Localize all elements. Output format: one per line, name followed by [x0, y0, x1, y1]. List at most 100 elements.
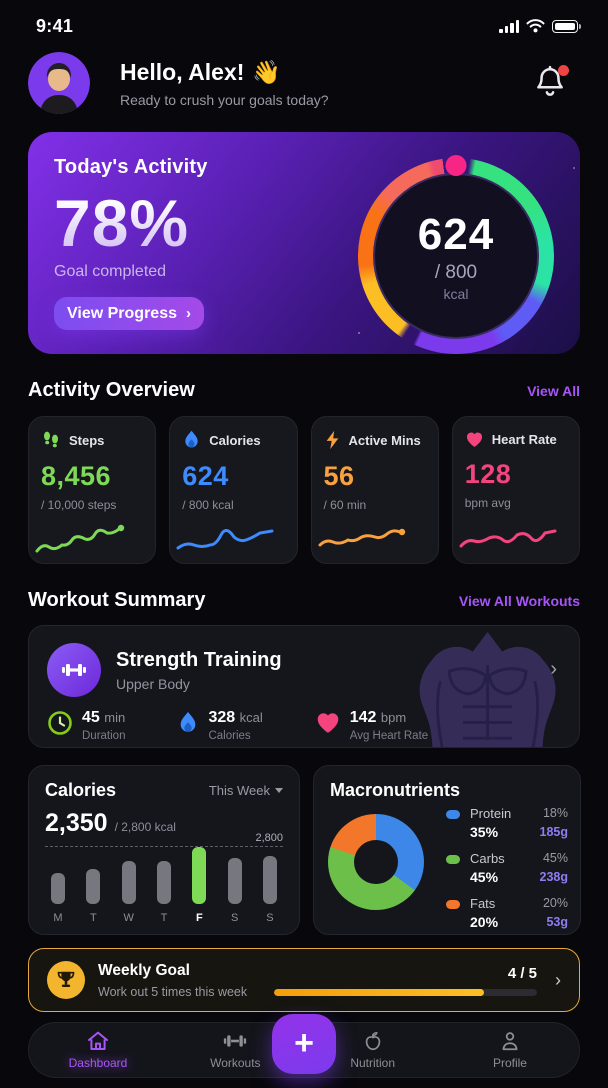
clock-time: 9:41: [36, 15, 74, 36]
avatar[interactable]: [28, 52, 90, 114]
heart-rate-unit: bpm avg: [464, 496, 511, 510]
workout-card[interactable]: Strength Training Upper Body › 45 min Du…: [28, 625, 580, 748]
calorie-bar: [227, 857, 242, 904]
calories-panel-title: Calories: [45, 780, 117, 800]
nav-profile[interactable]: Profile: [475, 1030, 545, 1070]
legend-row-fats: Fats 20% 20% 53g: [446, 896, 568, 930]
goal-percentage: 78%: [54, 185, 344, 261]
heart-rate-sparkline: [459, 529, 557, 548]
duration-stat: 45 min Duration: [47, 710, 125, 743]
macro-legend: Protein 35% 18% 185g Carbs 45% 45: [446, 806, 568, 941]
calories-target: / 800 kcal: [182, 498, 234, 512]
flame-icon: [185, 430, 198, 448]
ring-calories-target: / 800: [434, 262, 478, 283]
calories-sparkline: [176, 529, 274, 550]
calories-card[interactable]: Calories 624 / 800 kcal: [169, 416, 298, 564]
active-mins-card[interactable]: Active Mins 56 / 60 min: [310, 416, 439, 564]
goal-progress-fill: [274, 988, 485, 996]
cellular-signal-icon: [499, 19, 519, 33]
chevron-right-icon[interactable]: ›: [550, 658, 557, 680]
apple-icon: [365, 1032, 380, 1051]
calories-week-target: / 2,800 kcal: [114, 820, 176, 834]
protein-swatch: [446, 810, 460, 819]
workout-summary-title: Workout Summary: [28, 589, 206, 611]
weekly-goal-card[interactable]: Weekly Goal Work out 5 times this week 4…: [28, 948, 580, 1012]
star-decorations: [28, 132, 30, 134]
trophy-badge: [47, 961, 85, 999]
hero-title: Today's Activity: [54, 156, 208, 178]
nav-dashboard[interactable]: Dashboard: [63, 1030, 133, 1070]
heart-rate-stat: 142 bpm Avg Heart Rate: [315, 710, 428, 743]
day-label: S: [266, 912, 274, 924]
torso-illustration: [419, 631, 556, 747]
fats-swatch: [446, 900, 460, 909]
period-dropdown[interactable]: This Week: [209, 783, 283, 798]
goal-progress-count: 4 / 5: [507, 964, 537, 982]
heart-rate-value: 128: [464, 459, 512, 489]
person-icon: [502, 1032, 518, 1051]
nav-workouts[interactable]: Workouts: [200, 1030, 270, 1070]
bell-icon: [537, 65, 563, 96]
footprints-icon: [44, 431, 58, 448]
ring-marker-dot: [445, 155, 467, 176]
dumbbell-badge: [47, 643, 101, 697]
chevron-right-icon[interactable]: ›: [555, 969, 561, 990]
ring-calories-value: 624: [417, 210, 495, 259]
active-mins-value: 56: [323, 461, 355, 491]
steps-sparkline: [35, 524, 125, 553]
workout-name: Strength Training: [116, 648, 282, 671]
greeting-subtitle: Ready to crush your goals today?: [120, 91, 329, 108]
add-button[interactable]: +: [272, 1014, 336, 1074]
view-progress-button[interactable]: View Progress ›: [54, 297, 204, 330]
notifications-button[interactable]: [534, 65, 569, 101]
dumbbell-icon: [62, 664, 86, 676]
goal-caption: Goal completed: [54, 263, 167, 280]
calorie-bar-chart: [45, 846, 283, 904]
day-label: F: [195, 912, 203, 924]
bolt-icon: [326, 430, 338, 450]
calorie-bar: [192, 847, 207, 904]
bottom-navigation: Dashboard Workouts + Nutrition: [28, 1014, 580, 1078]
nav-nutrition[interactable]: Nutrition: [338, 1030, 408, 1070]
view-all-link[interactable]: View All: [527, 383, 580, 399]
home-icon: [88, 1031, 108, 1050]
ring-calories-unit: kcal: [443, 286, 469, 302]
workout-subtitle: Upper Body: [116, 675, 190, 692]
steps-value: 8,456: [41, 461, 112, 491]
heart-icon: [317, 713, 339, 733]
steps-target: / 10,000 steps: [41, 498, 117, 512]
legend-row-carbs: Carbs 45% 45% 238g: [446, 851, 568, 885]
calorie-bar: [156, 860, 171, 904]
activity-overview-title: Activity Overview: [28, 379, 195, 401]
weekly-calories-panel: Calories This Week 2,350 / 2,800 kcal 2,…: [28, 765, 300, 935]
active-mins-target: / 60 min: [323, 498, 367, 512]
day-label: S: [230, 912, 239, 924]
day-label: W: [123, 912, 134, 924]
activity-stat-cards: Steps 8,456 / 10,000 steps Calories 624 …: [28, 416, 580, 564]
steps-card[interactable]: Steps 8,456 / 10,000 steps: [28, 416, 157, 564]
day-label: M: [53, 912, 63, 924]
todays-activity-card: Today's Activity 78% Goal completed View…: [28, 132, 580, 354]
active-mins-sparkline: [318, 528, 405, 547]
heart-rate-card[interactable]: Heart Rate 128 bpm avg: [451, 416, 580, 564]
calories-week-value: 2,350: [45, 809, 108, 837]
carbs-swatch: [446, 855, 460, 864]
day-label: T: [89, 912, 97, 924]
calorie-progress-ring: 624 / 800 kcal: [358, 155, 554, 354]
calorie-bar: [121, 861, 136, 904]
chevron-right-icon: ›: [185, 305, 191, 322]
status-bar: 9:41: [0, 0, 608, 38]
view-all-workouts-link[interactable]: View All Workouts: [458, 593, 580, 609]
header: Hello, Alex! 👋 Ready to crush your goals …: [0, 38, 608, 114]
day-label: T: [160, 912, 168, 924]
macronutrients-panel: Macronutrients Protein 35% 18% 185g: [313, 765, 581, 935]
calorie-bar: [262, 856, 277, 904]
greeting-text: Hello, Alex! 👋: [120, 58, 282, 85]
flame-icon: [181, 712, 196, 732]
calorie-bar: [86, 869, 101, 904]
dumbbell-icon: [224, 1035, 247, 1047]
goal-progress-bar: [274, 988, 537, 996]
macro-donut-chart: [328, 814, 424, 910]
